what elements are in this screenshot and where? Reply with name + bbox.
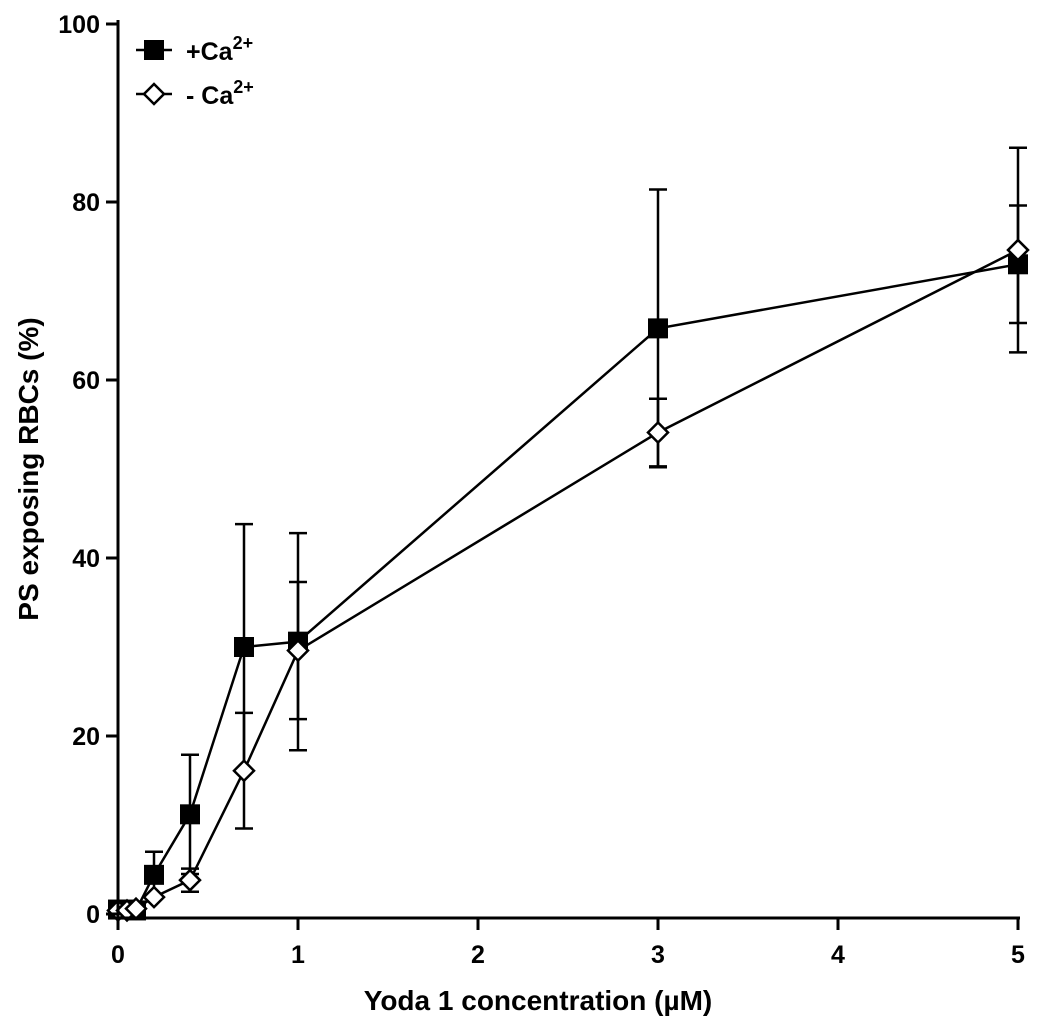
y-tick-label: 100 xyxy=(58,11,100,39)
data-point-plus-ca xyxy=(180,804,200,825)
data-point-minus-ca xyxy=(1006,238,1030,262)
data-point-minus-ca xyxy=(178,868,202,892)
y-tick-label: 60 xyxy=(72,367,100,395)
data-point-minus-ca xyxy=(232,758,256,783)
data-point-plus-ca xyxy=(1008,254,1028,275)
data-point-minus-ca xyxy=(646,420,670,445)
series-markers xyxy=(106,238,1030,923)
data-point-plus-ca xyxy=(234,637,254,657)
y-tick-label: 80 xyxy=(72,189,100,217)
series-lines xyxy=(118,248,1019,912)
legend: +Ca2+- Ca2+ xyxy=(136,33,254,110)
series-line-plus-ca xyxy=(118,263,1019,912)
x-tick-label: 2 xyxy=(471,941,485,969)
x-tick-label: 1 xyxy=(291,941,305,969)
y-tick-label: 20 xyxy=(72,723,100,751)
legend-label-superscript: 2+ xyxy=(233,33,254,53)
x-tick-label: 3 xyxy=(651,941,665,969)
legend-label-superscript: 2+ xyxy=(233,77,254,97)
axes xyxy=(106,20,1020,930)
y-tick-label: 40 xyxy=(72,545,100,573)
x-axis-title: Yoda 1 concentration (µM) xyxy=(364,985,713,1016)
legend-label-minus-ca: - Ca2+ xyxy=(186,77,254,110)
legend-marker-minus-ca xyxy=(142,82,166,106)
x-tick-label: 5 xyxy=(1011,941,1025,969)
legend-marker-plus-ca xyxy=(144,40,164,60)
data-point-minus-ca xyxy=(286,638,310,663)
legend-label-text: - Ca xyxy=(186,82,234,110)
legend-label-text: +Ca xyxy=(186,38,234,66)
data-point-plus-ca xyxy=(648,318,668,339)
series-line-minus-ca xyxy=(118,248,1019,912)
data-point-minus-ca xyxy=(142,885,166,909)
x-tick-label: 4 xyxy=(831,941,845,969)
y-tick-label: 0 xyxy=(86,901,100,929)
tick-labels: 0 20 40 60 80 100 0 1 2 3 4 5 xyxy=(58,11,1025,969)
y-axis-title: PS exposing RBCs (%) xyxy=(13,317,44,620)
error-bars xyxy=(145,146,1027,900)
legend-label-plus-ca: +Ca2+ xyxy=(186,33,253,66)
axis-titles: Yoda 1 concentration (µM) PS exposing RB… xyxy=(13,317,712,1016)
x-tick-label: 0 xyxy=(111,941,125,969)
data-point-plus-ca xyxy=(144,864,164,885)
